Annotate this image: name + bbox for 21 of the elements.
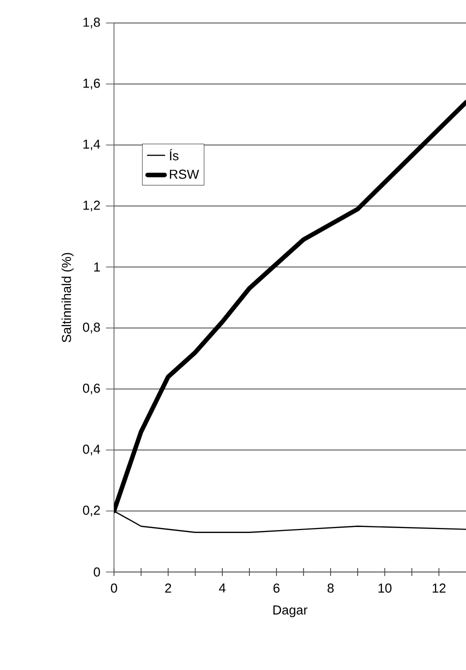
x-tick-label: 2	[165, 584, 172, 593]
legend-label: Ís	[170, 148, 178, 160]
legend-label: RSW	[170, 170, 200, 179]
y-tick-label: 1,4	[83, 140, 100, 150]
y-tick-label: 1,8	[83, 18, 100, 28]
x-tick-label: 12	[432, 584, 446, 593]
y-tick-label: 1,6	[83, 78, 100, 90]
x-tick-label: 6	[274, 584, 280, 593]
y-tick-label: 0,2	[82, 506, 100, 516]
x-tick-label: 0	[110, 584, 118, 593]
y-tick-label: 0,6	[82, 384, 100, 394]
y-axis-title: Saltinnihald (%)	[62, 252, 74, 342]
x-tick-label: 4	[219, 584, 226, 592]
x-tick-label: 8	[328, 584, 334, 593]
y-tick-label: 1	[94, 262, 100, 272]
x-tick-label: 10	[378, 584, 392, 593]
x-axis-title: Dagar	[273, 606, 308, 618]
y-tick-label: 0,8	[82, 322, 100, 334]
y-tick-label: 0,4	[82, 444, 100, 456]
y-tick-label: 1,2	[83, 200, 100, 212]
y-tick-label: 0	[94, 567, 100, 577]
